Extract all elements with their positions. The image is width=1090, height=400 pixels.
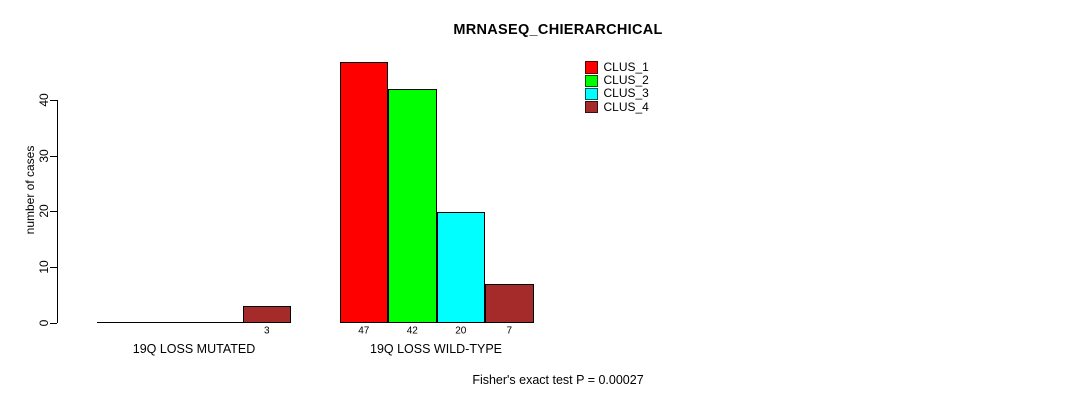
legend-label: CLUS_3 (603, 86, 649, 101)
legend-swatch-clus_1 (585, 61, 598, 74)
y-tick-label: 10 (37, 260, 51, 274)
y-axis-label: number of cases (23, 145, 37, 235)
legend-item-clus_4: CLUS_4 (585, 99, 649, 114)
y-tick-label: 20 (37, 204, 51, 218)
legend-label: CLUS_2 (603, 73, 649, 88)
bar-clus_4 (242, 305, 291, 323)
bar-clus_3 (436, 211, 485, 323)
legend-swatch-clus_2 (585, 74, 598, 88)
bar-value-label: 7 (506, 325, 513, 337)
bar-zero-clus_2 (145, 322, 195, 323)
y-tick-label: 40 (37, 93, 51, 107)
bar-zero-clus_1 (97, 322, 147, 323)
y-tick-label: 0 (37, 319, 51, 326)
bar-value-label: 20 (455, 325, 467, 337)
y-tick (50, 322, 57, 324)
y-tick (50, 211, 57, 213)
bar-value-label: 47 (358, 325, 370, 337)
y-tick (50, 100, 57, 101)
bar-zero-clus_3 (194, 322, 244, 323)
bar-clus_2 (388, 88, 437, 323)
chart-title: MRNASEQ_CHIERARCHICAL (453, 22, 663, 38)
y-tick-label: 30 (37, 148, 51, 163)
legend-label: CLUS_1 (603, 60, 649, 75)
x-category-label-mutated: 19Q LOSS MUTATED (132, 342, 256, 356)
y-axis-line (57, 100, 58, 323)
legend-swatch-clus_4 (585, 100, 598, 114)
legend-label: CLUS_4 (603, 99, 649, 114)
y-tick (50, 155, 57, 157)
bar-value-label: 42 (406, 325, 418, 337)
bar-clus_4 (485, 283, 534, 323)
legend-item-clus_3: CLUS_3 (585, 86, 649, 101)
y-tick (50, 266, 57, 268)
fisher-test-annotation: Fisher's exact test P = 0.00027 (472, 373, 644, 387)
legend-item-clus_2: CLUS_2 (585, 73, 649, 88)
legend-item-clus_1: CLUS_1 (585, 61, 649, 74)
bar-clus_1 (339, 61, 388, 323)
legend-swatch-clus_3 (585, 87, 598, 101)
x-category-label-wild-type: 19Q LOSS WILD-TYPE (370, 342, 502, 356)
bar-value-label: 3 (263, 325, 270, 337)
